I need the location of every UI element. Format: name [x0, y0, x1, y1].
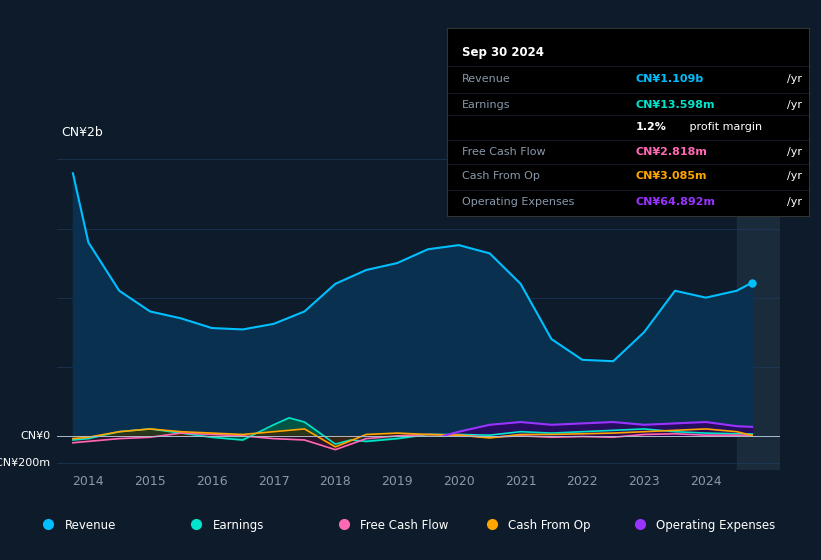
- Text: Earnings: Earnings: [213, 519, 264, 532]
- Text: CN¥64.892m: CN¥64.892m: [635, 198, 715, 207]
- Text: Sep 30 2024: Sep 30 2024: [462, 46, 544, 59]
- Text: CN¥2.818m: CN¥2.818m: [635, 147, 707, 157]
- Text: -CN¥200m: -CN¥200m: [0, 459, 51, 469]
- Text: Free Cash Flow: Free Cash Flow: [360, 519, 448, 532]
- Text: Cash From Op: Cash From Op: [462, 171, 539, 181]
- Text: /yr: /yr: [787, 198, 802, 207]
- Text: profit margin: profit margin: [686, 123, 762, 132]
- Text: /yr: /yr: [787, 74, 802, 83]
- Text: Earnings: Earnings: [462, 100, 511, 110]
- Text: Operating Expenses: Operating Expenses: [462, 198, 574, 207]
- Text: Revenue: Revenue: [462, 74, 511, 83]
- Text: Free Cash Flow: Free Cash Flow: [462, 147, 545, 157]
- Text: Operating Expenses: Operating Expenses: [656, 519, 775, 532]
- Text: CN¥13.598m: CN¥13.598m: [635, 100, 715, 110]
- Text: CN¥0: CN¥0: [21, 431, 51, 441]
- Bar: [736, 146, 780, 470]
- Text: /yr: /yr: [787, 171, 802, 181]
- Text: Cash From Op: Cash From Op: [508, 519, 590, 532]
- Text: CN¥3.085m: CN¥3.085m: [635, 171, 707, 181]
- Text: CN¥2b: CN¥2b: [61, 126, 103, 139]
- Text: /yr: /yr: [787, 100, 802, 110]
- Text: CN¥1.109b: CN¥1.109b: [635, 74, 704, 83]
- Text: Revenue: Revenue: [65, 519, 116, 532]
- Text: 1.2%: 1.2%: [635, 123, 666, 132]
- Text: /yr: /yr: [787, 147, 802, 157]
